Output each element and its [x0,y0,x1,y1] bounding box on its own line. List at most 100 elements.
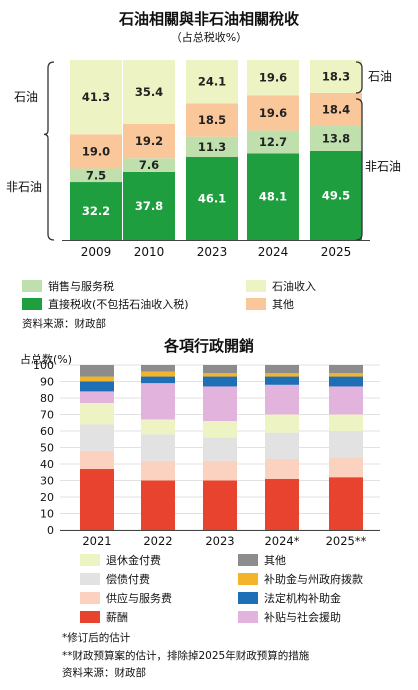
data-label: 13.8 [322,131,350,145]
bar-segment [203,373,237,377]
legend-label: 其他 [264,554,286,567]
bar-segment [265,432,299,460]
bar-segment [265,384,299,415]
bar-segment [70,182,122,240]
data-label: 12.7 [259,135,287,149]
x-tick-label: 2009 [81,245,112,259]
chart1-title: 石油相關與非石油相關稅收 [118,10,299,28]
chart1-plot: 32.2 7.5 19.0 41.3 2009 37.8 7.6 19.2 35.4 2010 46… [6,60,401,259]
x-tick-label: 2025 [321,245,352,259]
chart1-legend-other: 其他 [246,296,294,312]
data-label: 37.8 [135,199,163,213]
chart2-title: 各項行政開銷 [163,337,254,355]
bar-segment [247,95,299,131]
chart2-legend-pension: 退休金付费 [80,552,161,568]
bar-segment [329,414,363,431]
legend-swatch [246,298,266,310]
data-label: 7.6 [139,158,159,172]
data-label: 18.5 [198,113,226,127]
chart1-legend-direct-tax: 直接税收(不包括石油收入税) [22,296,189,312]
y-tick-label: 70 [40,409,54,422]
bar-segment [329,457,363,478]
data-label: 35.4 [135,85,163,99]
data-label: 11.3 [198,140,226,154]
bar-segment [265,365,299,374]
bar-segment [203,480,237,530]
bar-segment [80,402,114,425]
bar-segment [123,123,175,159]
left-nonoil-label: 非石油 [6,180,42,194]
bar-segment [141,371,175,377]
bar-segment [80,450,114,469]
legend-swatch [238,611,258,623]
legend-swatch [80,573,100,585]
legend-label: 薪酬 [106,611,128,624]
x-tick-label: 2025** [326,534,367,548]
bar-segment [203,460,237,481]
x-tick-label: 2022 [143,534,172,548]
chart1-source: 资料来源：财政部 [22,318,106,330]
data-label: 19.6 [259,71,287,85]
chart2-legend-supplies: 供应与服务费 [80,590,172,606]
chart2-source: 资料来源：财政部 [62,667,146,679]
bar-segment [80,376,114,382]
bar-segment [70,60,122,135]
bar-segment [70,168,122,183]
chart1-legend-sales-tax: 销售与服务税 [22,278,114,294]
y-tick-label: 100 [33,360,54,372]
data-label: 18.3 [322,69,350,83]
y-tick-label: 90 [40,376,54,389]
data-label: 41.3 [82,90,110,104]
legend-label: 直接税收(不包括石油收入税) [48,298,189,311]
bar-segment [141,419,175,435]
bar-segment [80,381,114,392]
legend-swatch [80,611,100,623]
right-oil-label: 石油 [368,69,392,83]
chart2-plot: 0 10 20 30 40 50 60 70 80 90 100 2021 2022 2023 2024* 2… [33,360,380,548]
chart2-note-2: **财政预算案的估计，排除掉2025年财政预算的措施 [62,650,310,662]
data-label: 49.5 [322,188,350,202]
bar-segment [141,480,175,530]
bar-segment [329,386,363,415]
bar-segment [310,60,362,93]
bar-segment [329,373,363,377]
legend-swatch [22,298,42,310]
bar-segment [265,414,299,433]
legend-swatch [80,592,100,604]
bar-segment [329,477,363,530]
x-tick-label: 2023 [197,245,228,259]
y-tick-label: 0 [47,524,54,537]
bar-segment [329,365,363,374]
legend-label: 石油收入 [272,280,316,293]
legend-swatch [22,280,42,292]
legend-swatch [238,573,258,585]
right-nonoil-label: 非石油 [365,159,401,173]
data-label: 48.1 [259,190,287,204]
left-nonoil-bracket [47,138,55,241]
bar-segment [203,421,237,438]
bar-segment [203,376,237,387]
y-tick-label: 60 [40,425,54,438]
bar-segment [123,60,175,124]
right-oil-bracket [355,61,363,94]
chart1-subtitle: （占总税收%） [170,31,248,44]
data-label: 18.4 [322,103,350,117]
data-label: 46.1 [198,192,226,206]
x-tick-label: 2024* [264,534,299,548]
y-tick-label: 10 [40,508,54,521]
chart2-legend-statutory: 法定机构补助金 [238,590,341,606]
chart2-legend-other: 其他 [238,552,286,568]
x-tick-label: 2010 [134,245,165,259]
legend-label: 销售与服务税 [48,280,114,293]
y-tick-label: 50 [40,442,54,455]
chart2-ylabel: 占总数(%) [20,353,73,366]
legend-label: 其他 [272,298,294,311]
y-tick-label: 40 [40,458,54,471]
y-tick-label: 80 [40,392,54,405]
bar-segment [310,150,362,240]
bar-segment [310,126,362,151]
bar-segment [70,134,122,169]
bar-segment [247,153,299,240]
legend-label: 补助金与州政府拨款 [264,573,363,586]
bar-segment [265,478,299,530]
